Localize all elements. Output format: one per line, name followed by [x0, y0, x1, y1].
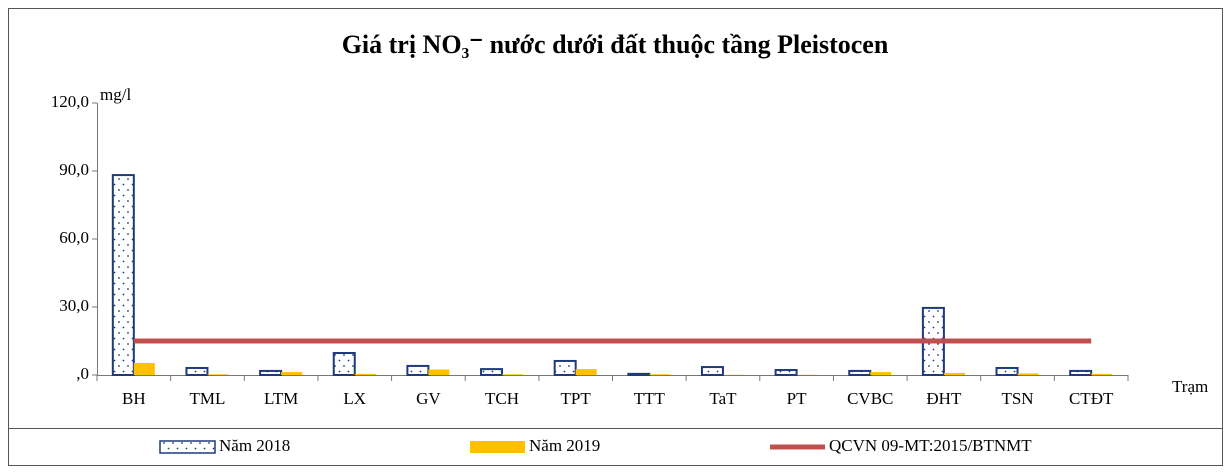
- bar: [1017, 373, 1039, 375]
- chart-title: Giá trị NO₃⁻ nước dưới đất thuộc tầng Pl…: [342, 30, 889, 59]
- legend-label: QCVN 09-MT:2015/BTNMT: [829, 436, 1032, 455]
- bar: [207, 374, 229, 375]
- x-tick-label: CTĐT: [1069, 389, 1114, 408]
- bar: [354, 373, 376, 375]
- bar: [700, 366, 724, 377]
- bar: [281, 372, 303, 375]
- bar: [774, 369, 798, 377]
- bar: [575, 369, 597, 375]
- legend-label: Năm 2018: [219, 436, 290, 455]
- x-tick-label: ĐHT: [926, 389, 962, 408]
- x-tick-label: TPT: [561, 389, 592, 408]
- bar: [1069, 369, 1093, 377]
- bar: [480, 368, 504, 376]
- x-tick-label: BH: [122, 389, 146, 408]
- x-tick-label: TCH: [485, 389, 519, 408]
- y-tick-label: 60,0: [59, 228, 89, 247]
- y-axis-label: mg/l: [100, 85, 131, 104]
- legend-label: Năm 2019: [529, 436, 600, 455]
- x-tick-label: TML: [190, 389, 226, 408]
- bar: [649, 374, 671, 375]
- bar: [995, 366, 1019, 376]
- bar: [502, 374, 524, 375]
- bar: [943, 372, 965, 375]
- x-tick-label: PT: [787, 389, 807, 408]
- y-tick-label: 90,0: [59, 160, 89, 179]
- bar: [406, 364, 430, 376]
- legend-swatch: [470, 441, 525, 453]
- bar: [133, 362, 155, 375]
- x-tick-label: TSN: [1001, 389, 1033, 408]
- bar: [259, 369, 283, 377]
- bar: [428, 369, 450, 375]
- x-tick-label: TaT: [709, 389, 737, 408]
- bar: [111, 174, 135, 376]
- y-tick-label: ,0: [76, 364, 89, 383]
- bar: [332, 352, 356, 377]
- bar: [870, 372, 892, 375]
- x-tick-label: TTT: [634, 389, 666, 408]
- x-axis-label: Trạm: [1172, 377, 1208, 396]
- bar: [185, 366, 209, 376]
- chart-border: [8, 8, 1223, 466]
- bar: [1091, 373, 1113, 375]
- x-tick-label: LTM: [264, 389, 298, 408]
- bar: [627, 372, 651, 377]
- y-tick-label: 120,0: [51, 92, 89, 111]
- x-tick-label: LX: [343, 389, 366, 408]
- bar: [848, 369, 872, 377]
- bar: [553, 359, 577, 376]
- y-tick-label: 30,0: [59, 296, 89, 315]
- x-tick-label: GV: [416, 389, 441, 408]
- x-tick-label: CVBC: [847, 389, 893, 408]
- legend-swatch: [159, 440, 216, 454]
